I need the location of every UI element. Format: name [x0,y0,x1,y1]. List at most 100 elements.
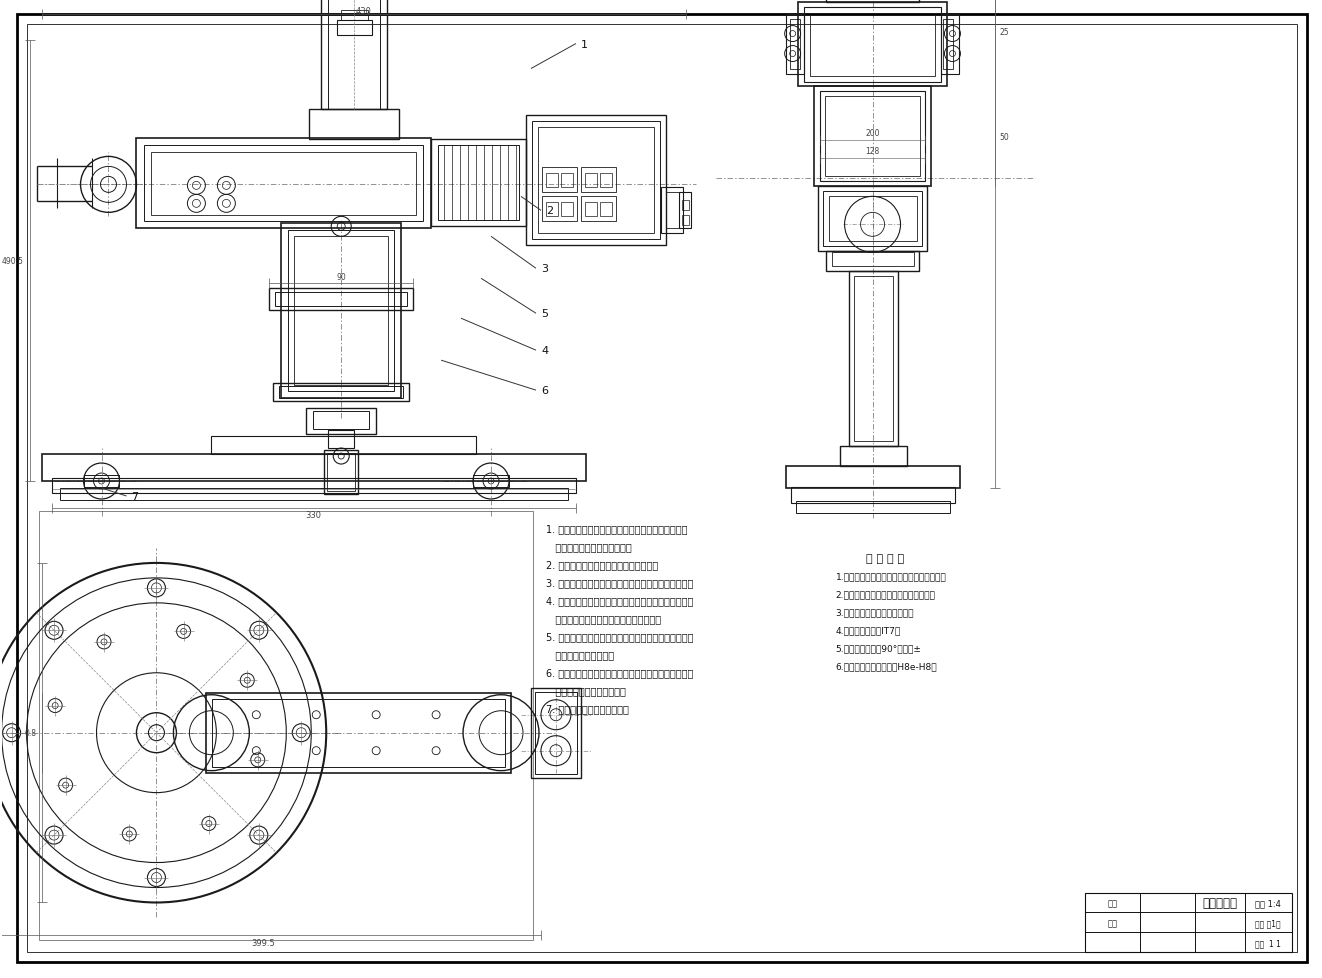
Bar [535,692,576,774]
Bar [282,224,401,399]
Bar [328,430,354,449]
Text: 3: 3 [541,264,547,274]
Text: 4. 手臂部件，它与手腕摆动缸外缸体连接固定，并在摆: 4. 手臂部件，它与手腕摆动缸外缸体连接固定，并在摆 [546,596,693,605]
Bar [337,21,373,35]
Bar [666,194,678,229]
Text: 430: 430 [356,7,371,16]
Text: 25: 25 [999,28,1009,37]
Text: 7. 支撑轴，与车体连接固定。: 7. 支撑轴，与车体连接固定。 [546,703,629,713]
Bar [849,272,898,447]
Bar [825,98,920,177]
Bar [682,216,689,226]
Bar [804,8,941,82]
Bar [309,111,399,140]
Bar [809,14,936,76]
Text: 490.5: 490.5 [1,256,24,265]
Bar [52,478,576,494]
Bar [839,447,907,467]
Text: 共张 第1张: 共张 第1张 [1256,918,1281,927]
Text: 2: 2 [546,206,553,216]
Text: 机身结构图: 机身结构图 [1203,896,1237,910]
Text: 为定件与支撑轴连接固定；: 为定件与支撑轴连接固定； [546,685,625,695]
Bar [580,168,616,194]
Bar [826,252,920,272]
Bar [813,87,932,187]
Bar [826,0,920,3]
Bar [580,198,616,222]
Bar [431,140,526,227]
Bar [279,386,403,399]
Bar [206,693,512,773]
Text: 图号  1 1: 图号 1 1 [1255,938,1281,947]
Bar [213,699,505,767]
Text: 330: 330 [305,511,321,520]
Text: 3.机械工未注明处按国家标准；: 3.机械工未注明处按国家标准； [836,607,914,617]
Bar [328,0,381,111]
Bar [820,92,925,182]
Bar [829,198,916,243]
Bar [531,689,580,778]
Text: 4.相邻尺寸精度为IT7；: 4.相邻尺寸精度为IT7； [836,626,900,635]
Bar [561,174,572,188]
Text: 5. 手臂上下保和缸，外缸体与手臂回转缸外缸体连接固: 5. 手臂上下保和缸，外缸体与手臂回转缸外缸体连接固 [546,631,694,642]
Bar [59,488,568,501]
Text: 1.组标和密封机处，必须有良好的密封性能；: 1.组标和密封机处，必须有良好的密封性能； [836,572,947,581]
Bar [341,11,369,21]
Bar [682,201,689,211]
Bar [144,147,423,222]
Bar [473,475,509,487]
Text: 2.安装各回转缸温管时，套管为精密管；: 2.安装各回转缸温管时，套管为精密管； [836,590,936,599]
Text: 校核: 校核 [1108,918,1117,927]
Text: 制图: 制图 [1108,898,1117,907]
Bar [796,502,951,513]
Bar [785,467,961,488]
Bar [328,454,356,492]
Bar [41,455,586,481]
Bar [324,451,358,495]
Text: 6. 手臂回转缸，外缸体为动件与手臂连接固定，内缸体: 6. 手臂回转缸，外缸体为动件与手臂连接固定，内缸体 [546,667,693,677]
Text: 1. 手腕摆动缸体，外缸体为定件带动内部轴转动（轴: 1. 手腕摆动缸体，外缸体为定件带动内部轴转动（轴 [546,523,687,533]
Text: 6.缸径和活塞面精度符合H8e-H8；: 6.缸径和活塞面精度符合H8e-H8； [836,661,937,671]
Bar [321,0,387,111]
Text: 90: 90 [336,273,346,282]
Text: 399.5: 399.5 [251,938,275,947]
Bar [1085,893,1292,953]
Text: 200: 200 [866,129,880,138]
Text: 0.8: 0.8 [25,729,37,737]
Text: 5: 5 [541,309,547,319]
Bar [275,293,407,307]
Bar [854,277,892,442]
Bar [600,174,612,188]
Bar [817,187,928,252]
Bar [83,475,119,487]
Bar [789,20,800,69]
Bar [797,3,948,87]
Text: 动缸和回转缸的连接部有一定的摆动槽；: 动缸和回转缸的连接部有一定的摆动槽； [546,613,661,623]
Bar [678,194,691,229]
Text: 2. 手指部件为定件，与夹紧缸连接固定；: 2. 手指部件为定件，与夹紧缸连接固定； [546,559,658,569]
Bar [152,154,416,216]
Bar [212,436,476,455]
Bar [944,20,953,69]
Bar [38,511,533,941]
Bar [584,174,598,188]
Bar [941,15,960,74]
Bar [661,188,682,234]
Text: 定活塞杆与手臂连接；: 定活塞杆与手臂连接； [546,649,615,659]
Bar [438,147,520,221]
Bar [546,203,558,217]
Text: 与手腕回转缸体连接固定）；: 与手腕回转缸体连接固定）； [546,542,632,552]
Bar [542,198,576,222]
Bar [136,139,431,229]
Bar [295,237,389,385]
Bar [288,231,394,392]
Bar [546,174,558,188]
Text: 比例 1:4: 比例 1:4 [1255,898,1281,907]
Bar [785,15,804,74]
Text: 技 术 要 求: 技 术 要 求 [866,554,904,563]
Bar [538,128,654,234]
Bar [526,116,666,246]
Text: 4: 4 [541,346,549,356]
Bar [584,203,598,217]
Bar [274,383,408,402]
